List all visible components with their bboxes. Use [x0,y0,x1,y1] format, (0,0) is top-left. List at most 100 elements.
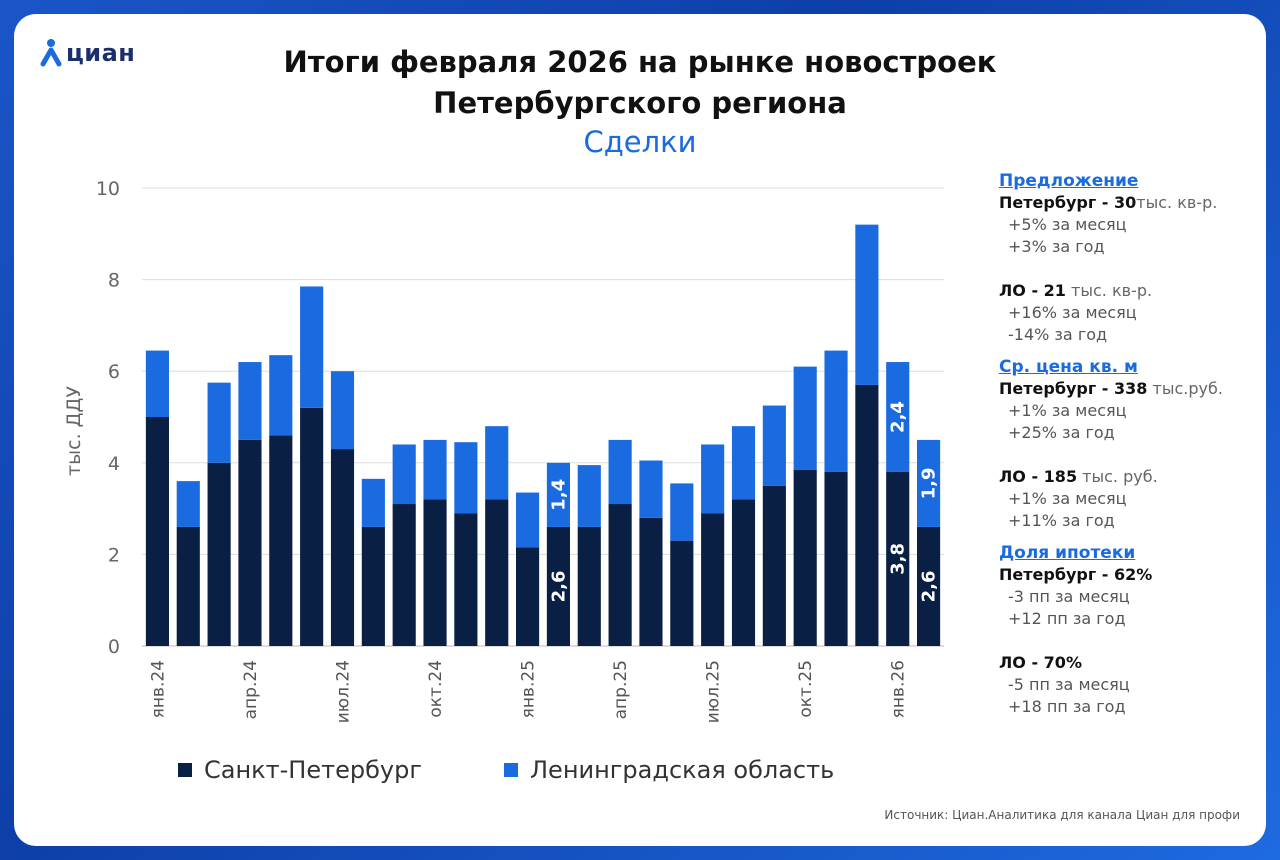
bar-spb [701,513,725,646]
bar-lo [886,362,910,472]
data-label: 2,6 [919,571,940,603]
price-spb-year: +25% за год [1008,423,1115,442]
bar-lo [824,350,848,472]
bar-spb [454,513,478,646]
data-label: 1,4 [548,479,569,511]
offer-spb-year: +3% за год [1008,237,1105,256]
stats-panel: Предложение Петербург - 30 тыс. кв-р. +5%… [999,170,1259,728]
y-tick-label: 4 [108,453,120,475]
bar-spb [670,540,694,646]
bar-spb [423,499,447,646]
price-lo-month: +1% за месяц [1008,489,1127,508]
infographic-card: циан Итоги февраля 2026 на рынке новостр… [14,14,1266,846]
price-lo-label: ЛО - 185 [999,467,1078,486]
x-tick-label: янв.25 [519,660,539,718]
title-line-2: Петербургского региона [433,86,847,120]
bar-spb [886,471,910,646]
bar-spb [793,469,817,646]
bar-spb [516,547,540,646]
bar-lo [207,382,231,463]
bar-lo [670,483,694,541]
x-tick-label: апр.24 [241,660,261,719]
bar-lo [361,478,385,527]
x-tick-label: июл.24 [334,660,354,723]
bar-lo [269,355,293,436]
bar-spb [608,504,632,646]
offer-lo-label: ЛО - 21 [999,281,1066,300]
y-axis-label: тыс. ДДУ [63,386,85,476]
bar-lo [762,405,786,486]
y-tick-label: 0 [108,636,120,658]
bar-spb [855,384,879,646]
page-title: Итоги февраля 2026 на рынке новостроек П… [14,42,1266,124]
offer-spb-month: +5% за месяц [1008,215,1127,234]
legend-item-lo: Ленинградская область [504,756,834,784]
bar-lo [855,224,879,385]
mortgage-lo-month: -5 пп за месяц [1008,675,1130,694]
bar-lo [577,465,601,527]
bar-lo [608,439,632,505]
legend-swatch-spb [178,763,192,777]
bar-lo [701,444,725,514]
bar-lo [485,426,509,500]
bar-lo [176,481,200,527]
bar-lo [516,492,540,548]
offer-spb-label: Петербург - 30 [999,193,1137,212]
bar-spb [238,439,262,646]
bar-lo [392,444,416,505]
legend-item-spb: Санкт-Петербург [178,756,422,784]
bar-lo [330,371,355,450]
legend-label-spb: Санкт-Петербург [204,756,422,784]
bar-spb [485,499,509,646]
stacked-bar-chart: 0 2 4 6 8 10 тыс. ДДУ янв.24 апр.24 июл.24 окт.24 я… [63,178,944,723]
data-label: 1,9 [919,467,940,499]
legend-swatch-lo [504,763,518,777]
brand-name: циан [66,39,136,67]
x-tick-label: янв.24 [148,660,168,718]
mortgage-lo-year: +18 пп за год [1008,697,1126,716]
bar-spb [917,526,941,646]
x-tick-label: июл.25 [704,660,724,723]
data-label: 2,6 [548,571,569,603]
bar-lo [454,442,478,514]
bar-lo [917,439,941,527]
stats-mortgage: Доля ипотеки Петербург - 62% -3 пп за ме… [999,542,1259,718]
stats-price: Ср. цена кв. м Петербург - 338 тыс.руб. … [999,356,1259,532]
price-spb-label: Петербург - 338 [999,379,1148,398]
cian-logo-icon [40,39,62,67]
x-tick-label: апр.25 [611,660,631,719]
cian-logo: циан [40,38,135,68]
x-tick-label: окт.24 [426,660,446,718]
bar-spb [176,526,200,646]
mortgage-spb-year: +12 пп за год [1008,609,1126,628]
bar-spb [392,504,416,646]
offer-header: Предложение [999,171,1139,191]
bar-spb [577,526,601,646]
data-label: 2,4 [888,401,909,433]
bar-lo [423,439,447,500]
mortgage-lo-label: ЛО - 70% [999,653,1082,672]
bar-lo [639,460,663,518]
source-note: Источник: Циан.Аналитика для канала Циан… [884,808,1240,822]
price-header: Ср. цена кв. м [999,357,1138,377]
offer-lo-month: +16% за месяц [1008,303,1137,322]
data-label: 3,8 [888,543,909,575]
bar-lo [731,426,756,500]
price-lo-year: +11% за год [1008,511,1115,530]
mortgage-spb-label: Петербург - 62% [999,565,1153,584]
y-tick-label: 6 [108,361,120,383]
bar-lo [145,350,169,417]
bar-spb [361,526,385,646]
price-lo-unit: тыс. руб. [1077,467,1158,486]
bar-spb [145,417,169,646]
bar-spb [546,526,570,646]
x-tick-label: янв.26 [889,660,909,718]
mortgage-spb-month: -3 пп за месяц [1008,587,1130,606]
bar-spb [762,485,786,646]
offer-lo-unit: тыс. кв-р. [1065,281,1153,300]
chart-subtitle: Сделки [583,125,697,159]
legend-label-lo: Ленинградская область [530,756,835,784]
bar-spb [731,499,756,646]
bar-lo [546,462,570,527]
bar-lo [238,362,262,440]
